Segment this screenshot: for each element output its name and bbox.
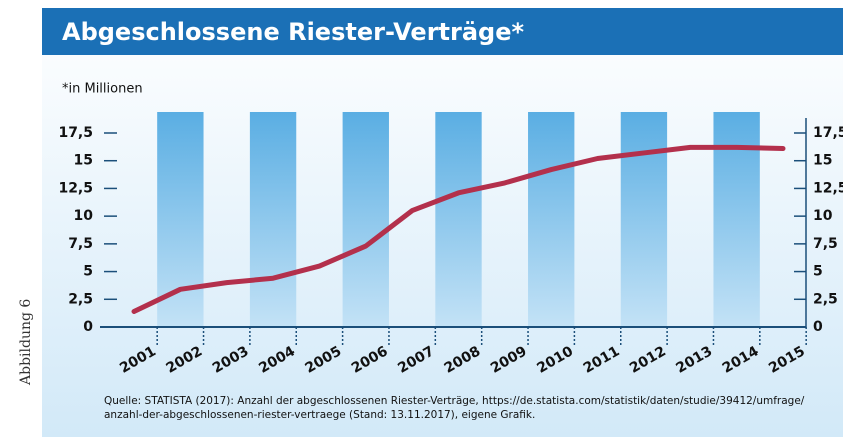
y2-tick-label: 5: [813, 264, 823, 280]
y2-tick-label: 15: [813, 153, 832, 169]
chart-title: Abgeschlossene Riester-Verträge*: [62, 18, 524, 46]
stripe: [620, 112, 668, 327]
y-tick-label: 7,5: [68, 236, 93, 252]
y2-tick-label: 0: [813, 319, 823, 335]
y2-tick-label: 2,5: [813, 291, 838, 307]
source: anzahl-der-abgeschlossenen-riester-vertr…: [104, 409, 535, 421]
y2-tick-label: 10: [813, 208, 833, 224]
figure-label: Abbildung 6: [18, 299, 34, 386]
y-tick-label: 0: [83, 319, 93, 335]
y-tick-label: 2,5: [68, 291, 93, 307]
subtitle: *in Millionen: [62, 82, 143, 97]
source: Quelle: STATISTA (2017): Anzahl der abge…: [104, 395, 805, 407]
line: [131, 144, 786, 314]
y2-tick-label: 17,5: [813, 125, 843, 141]
y-tick-label: 15: [74, 153, 93, 169]
y-tick-label: 5: [83, 264, 93, 280]
y-tick-label: 10: [74, 208, 94, 224]
y2-tick-label: 12,5: [813, 180, 843, 196]
stripe: [528, 112, 575, 327]
stripe: [435, 112, 482, 327]
stripe: [342, 112, 389, 327]
y-tick-label: 17,5: [58, 125, 93, 141]
y-tick-label: 12,5: [58, 180, 93, 196]
stripe: [713, 112, 760, 327]
title-bar: [42, 8, 843, 55]
y2-tick-label: 7,5: [813, 236, 838, 252]
stripe: [249, 112, 297, 327]
